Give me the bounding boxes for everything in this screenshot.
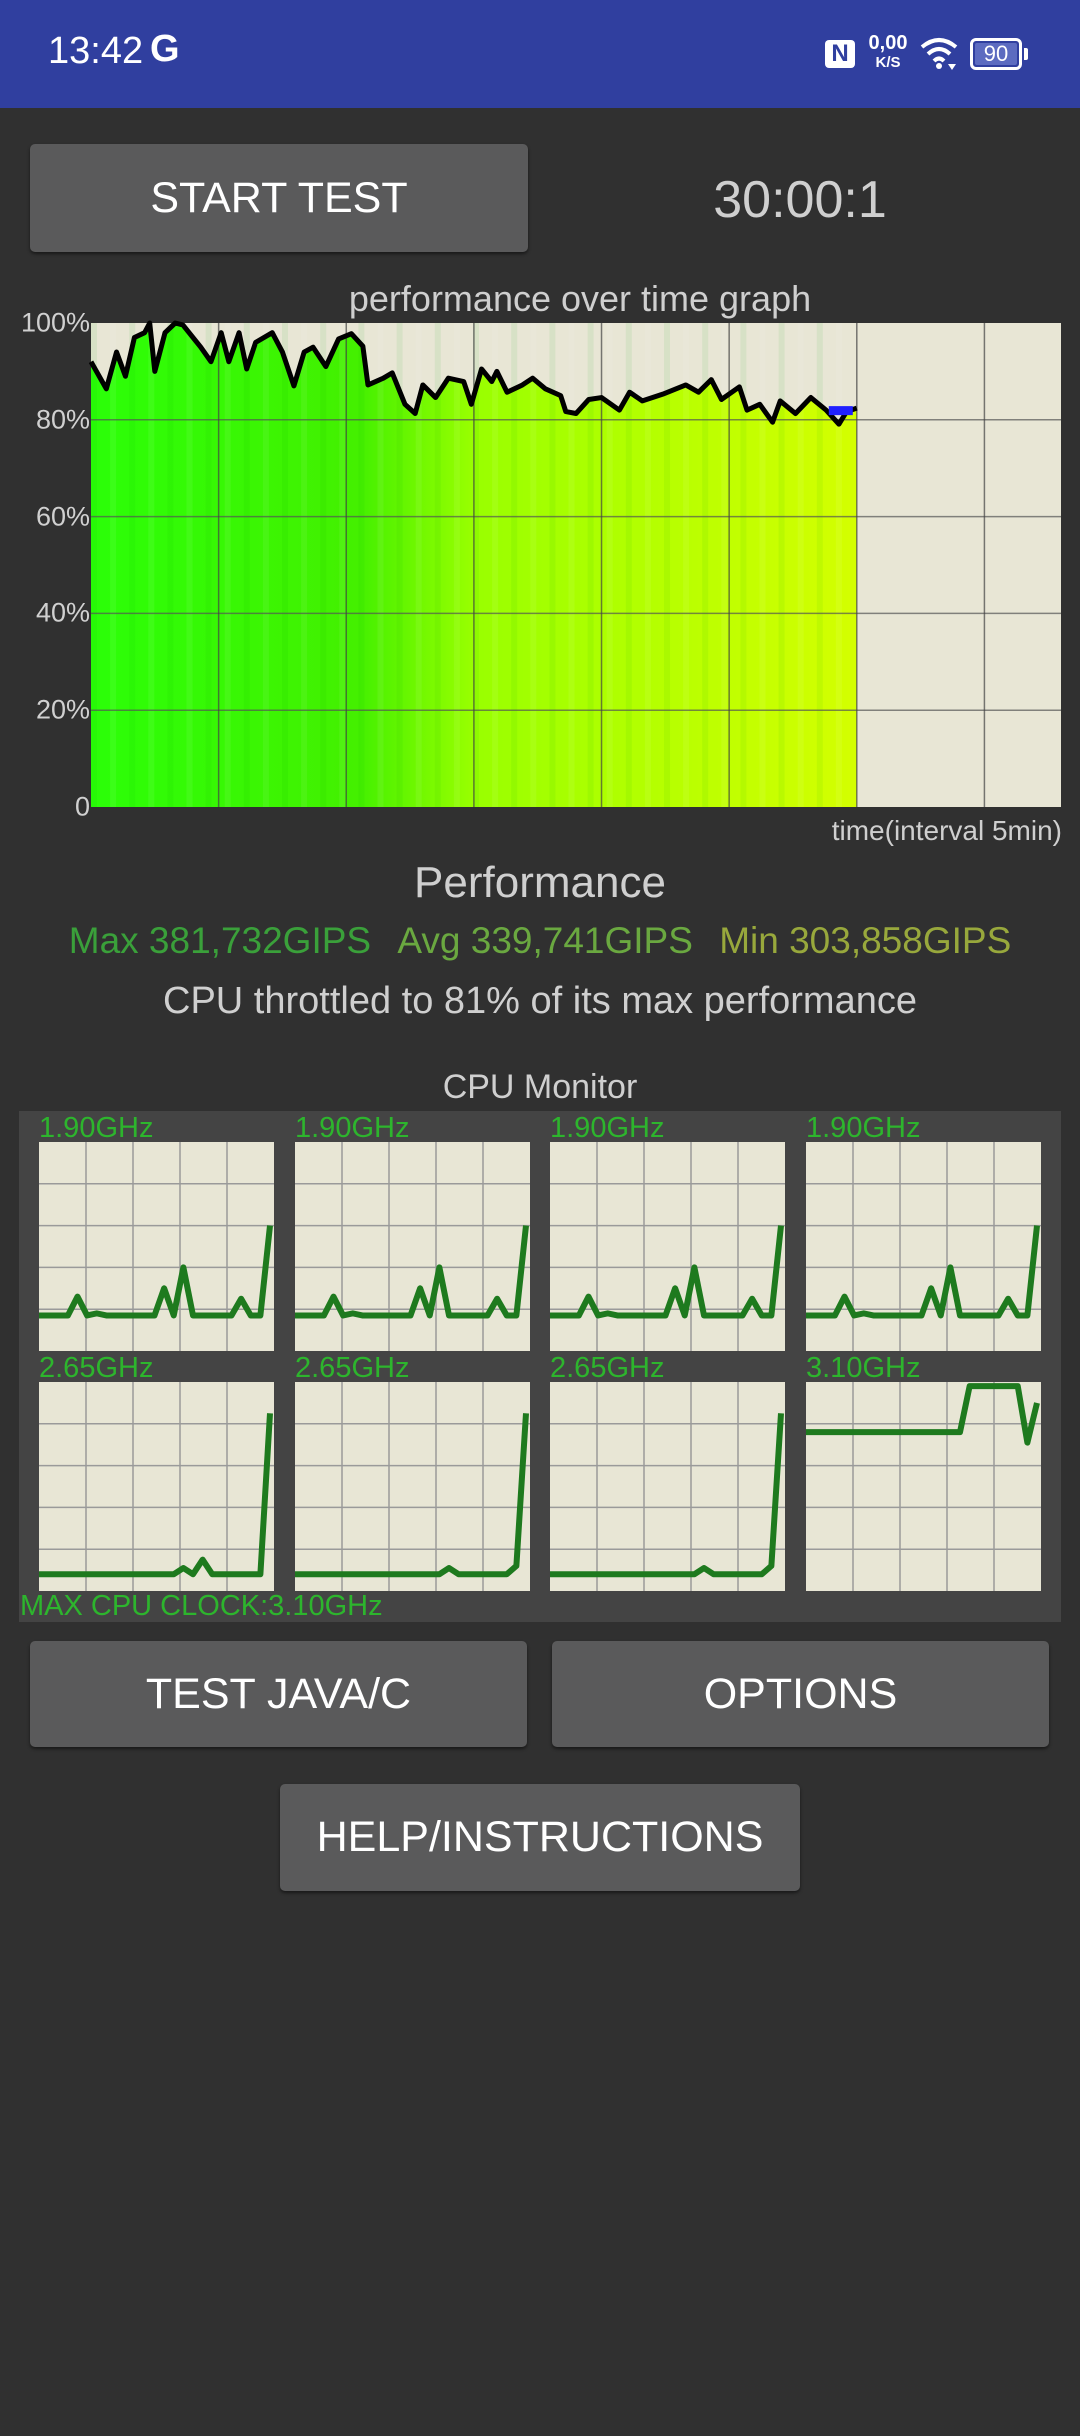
y-tick-label: 0: [74, 791, 90, 822]
fill-stripe: [186, 323, 193, 807]
fill-stripe: [148, 323, 155, 807]
core-load-line: [806, 1225, 1040, 1319]
fill-stripe: [224, 323, 231, 807]
fill-stripe: [816, 323, 823, 807]
avg-stat: Avg 339,741GIPS: [397, 920, 693, 961]
performance-chart: [88, 320, 1061, 807]
fill-stripe: [683, 323, 690, 807]
core-load-line: [295, 1225, 529, 1319]
timer: 30:00:1: [713, 171, 887, 229]
performance-line: [88, 320, 858, 427]
fill-stripe: [549, 323, 556, 807]
y-tick-label: 20%: [35, 694, 90, 725]
fill-stripe: [530, 323, 537, 807]
core-frequency: 1.90GHz: [39, 1112, 154, 1144]
fill-stripe: [129, 323, 136, 807]
fill-stripe: [492, 323, 499, 807]
fill-stripe: [721, 323, 728, 807]
fill-stripe: [320, 323, 327, 807]
fill-stripe: [377, 323, 384, 807]
wifi-icon: [920, 38, 958, 70]
fill-stripe: [606, 323, 613, 807]
start-test-button[interactable]: START TEST: [30, 144, 528, 252]
max-stat: Max 381,732GIPS: [68, 920, 372, 961]
fill-stripe: [339, 323, 346, 807]
fill-stripe: [664, 323, 670, 807]
fill-stripe: [778, 323, 785, 807]
fill-stripe: [453, 323, 460, 807]
core-load-line: [39, 1225, 273, 1319]
nfc-icon: N: [825, 40, 855, 68]
fill-stripe: [358, 323, 365, 807]
fill-stripe: [702, 323, 709, 807]
core-frequency: 2.65GHz: [39, 1352, 154, 1384]
core-frequency: 1.90GHz: [550, 1112, 665, 1144]
fill-stripe: [110, 323, 117, 807]
fill-stripe: [568, 323, 575, 807]
core-frequency: 3.10GHz: [806, 1352, 921, 1384]
core-frequency: 1.90GHz: [295, 1112, 410, 1144]
fill-stripe: [301, 323, 308, 807]
core-load-chart: [806, 1382, 1041, 1591]
core-load-line: [806, 1383, 1040, 1446]
max-cpu-clock: MAX CPU CLOCK:3.10GHz: [20, 1590, 383, 1622]
help-instructions-button[interactable]: HELP/INSTRUCTIONS: [280, 1784, 800, 1891]
cpu-monitor-title: CPU Monitor: [442, 1068, 638, 1106]
google-g-icon: G: [150, 28, 180, 70]
status-bar: 13:42 G N 0,00 K/S 90: [0, 0, 1080, 108]
fill-stripe: [91, 323, 97, 807]
throttle-text: CPU throttled to 81% of its max performa…: [163, 980, 917, 1022]
fill-stripe: [625, 323, 632, 807]
min-stat: Min 303,858GIPS: [719, 920, 1012, 961]
fill-stripe: [167, 323, 174, 807]
fill-stripe: [434, 323, 441, 807]
status-time: 13:42: [48, 30, 144, 72]
core-frequency: 2.65GHz: [550, 1352, 665, 1384]
options-button[interactable]: OPTIONS: [552, 1641, 1049, 1747]
fill-stripe: [511, 323, 518, 807]
fill-stripe: [644, 323, 651, 807]
fill-stripe: [473, 323, 479, 807]
current-marker: [828, 406, 853, 416]
fill-stripe: [396, 323, 403, 807]
core-load-line: [39, 1413, 273, 1578]
fill-stripe: [415, 323, 422, 807]
fill-stripe: [759, 323, 766, 807]
core-load-chart: [39, 1382, 274, 1591]
fill-stripe: [835, 323, 842, 807]
performance-stats: Max 381,732GIPS Avg 339,741GIPS Min 303,…: [0, 920, 1080, 962]
fill-stripe: [587, 323, 594, 807]
battery-level: 90: [975, 43, 1017, 65]
battery-tip: [1024, 48, 1028, 60]
core-load-chart: [39, 1142, 274, 1351]
y-tick-label: 40%: [35, 597, 90, 628]
core-load-line: [550, 1413, 784, 1578]
fill-stripe: [262, 323, 269, 807]
core-load-line: [295, 1413, 529, 1578]
fill-stripe: [282, 323, 288, 807]
chart-title: performance over time graph: [348, 278, 812, 319]
core-frequency: 2.65GHz: [295, 1352, 410, 1384]
y-tick-label: 60%: [35, 501, 90, 532]
core-load-chart: [550, 1382, 785, 1591]
performance-heading: Performance: [414, 858, 666, 907]
fill-stripe: [205, 323, 212, 807]
core-load-line: [550, 1225, 784, 1319]
core-load-chart: [295, 1382, 530, 1591]
fill-stripe: [797, 323, 804, 807]
fill-stripe: [243, 323, 250, 807]
x-axis-label: time(interval 5min): [831, 815, 1062, 846]
test-java-c-button[interactable]: TEST JAVA/C: [30, 1641, 527, 1747]
core-frequency: 1.90GHz: [806, 1112, 921, 1144]
core-load-chart: [806, 1142, 1041, 1351]
core-load-chart: [550, 1142, 785, 1351]
core-load-chart: [295, 1142, 530, 1351]
battery-icon: 90: [970, 38, 1022, 70]
fill-stripe: [740, 323, 747, 807]
y-tick-label: 80%: [35, 404, 90, 435]
y-tick-label: 100%: [20, 307, 90, 338]
network-speed: 0,00 K/S: [868, 32, 908, 71]
